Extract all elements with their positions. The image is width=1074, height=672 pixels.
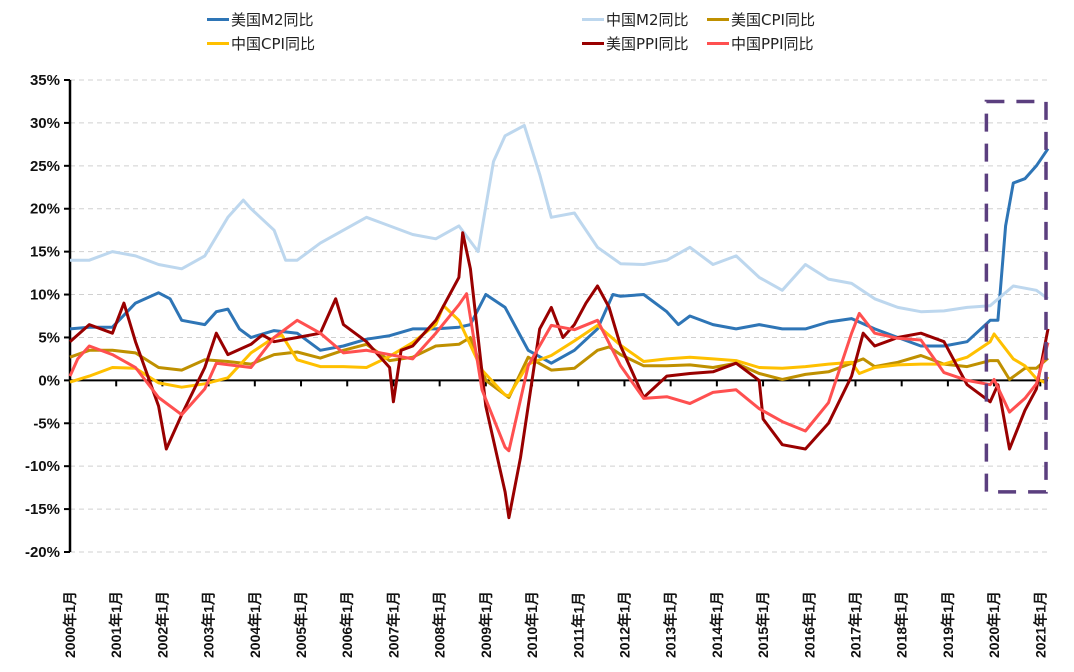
y-tick-label: -5% <box>33 415 60 432</box>
legend-item: 中国CPI同比 <box>207 33 315 54</box>
x-tick-label: 2012年1月 <box>616 591 632 658</box>
legend-item: 中国M2同比 <box>582 9 689 30</box>
y-tick-label: 20% <box>30 201 60 218</box>
legend-swatch <box>582 18 604 21</box>
y-tick-label: 35% <box>30 72 60 89</box>
x-tick-label: 2006年1月 <box>339 591 355 658</box>
series-line-1 <box>70 124 1049 314</box>
x-tick-label: 2008年1月 <box>432 591 448 658</box>
x-tick-label: 2001年1月 <box>108 591 124 658</box>
x-tick-label: 2016年1月 <box>801 591 817 658</box>
x-tick-label: 2000年1月 <box>62 591 78 658</box>
y-tick-label: 10% <box>30 287 60 304</box>
x-tick-label: 2021年1月 <box>1032 591 1048 658</box>
x-tick-label: 2003年1月 <box>201 591 217 658</box>
legend-label: 中国M2同比 <box>606 11 689 29</box>
y-tick-label: -20% <box>25 544 60 561</box>
x-tick-label: 2010年1月 <box>524 591 540 658</box>
x-tick-label: 2007年1月 <box>385 591 401 658</box>
annotation-layer <box>984 99 1048 494</box>
legend-swatch <box>207 42 229 45</box>
y-tick-label: 15% <box>30 244 60 261</box>
series-line-2 <box>69 336 1049 399</box>
x-tick-label: 2013年1月 <box>663 591 679 658</box>
gridlines <box>70 79 1048 553</box>
series-line-4 <box>69 231 1050 520</box>
legend-swatch <box>707 18 729 21</box>
legend-label: 中国PPI同比 <box>731 35 814 53</box>
legend-item: 美国M2同比 <box>207 9 314 30</box>
y-tick-label: 30% <box>30 115 60 132</box>
x-tick-label: 2020年1月 <box>986 591 1002 658</box>
legend-label: 美国M2同比 <box>231 11 314 29</box>
x-tick-label: 2015年1月 <box>755 591 771 658</box>
legend-label: 美国CPI同比 <box>731 11 815 29</box>
x-tick-label: 2009年1月 <box>478 591 494 658</box>
x-tick-label: 2019年1月 <box>940 591 956 658</box>
legend-item: 美国PPI同比 <box>582 33 689 54</box>
x-tick-label: 2002年1月 <box>154 591 170 658</box>
legend-swatch <box>207 18 229 21</box>
legend-label: 美国PPI同比 <box>606 35 689 53</box>
y-tick-label: -15% <box>25 501 60 518</box>
highlight-box <box>984 99 1048 494</box>
legend-item: 美国CPI同比 <box>707 9 815 30</box>
x-tick-label: 2011年1月 <box>570 592 586 658</box>
legend-item: 中国PPI同比 <box>707 33 814 54</box>
x-tick-label: 2018年1月 <box>894 591 910 658</box>
x-tick-label: 2017年1月 <box>847 591 863 658</box>
y-tick-label: 0% <box>38 372 60 389</box>
y-tick-label: 5% <box>38 329 60 346</box>
y-tick-label: 25% <box>30 158 60 175</box>
y-tick-label: -10% <box>25 458 60 475</box>
series-line-5 <box>68 292 1050 453</box>
x-tick-label: 2005年1月 <box>293 591 309 658</box>
x-axis: 2000年1月 2001年1月 2002年1月 2003年1月 2004年1月 2005年… <box>62 379 1048 658</box>
series-line-0 <box>69 147 1050 365</box>
y-axis: 35% 30% 25% 20% 15% 10% 5% 0% -5% -10% -15% -20% <box>25 72 72 561</box>
legend-swatch <box>707 42 729 45</box>
legend-swatch <box>582 42 604 45</box>
legend-label: 中国CPI同比 <box>231 35 315 53</box>
series-lines <box>68 124 1050 520</box>
x-tick-label: 2004年1月 <box>247 591 263 658</box>
x-tick-label: 2014年1月 <box>709 591 725 658</box>
